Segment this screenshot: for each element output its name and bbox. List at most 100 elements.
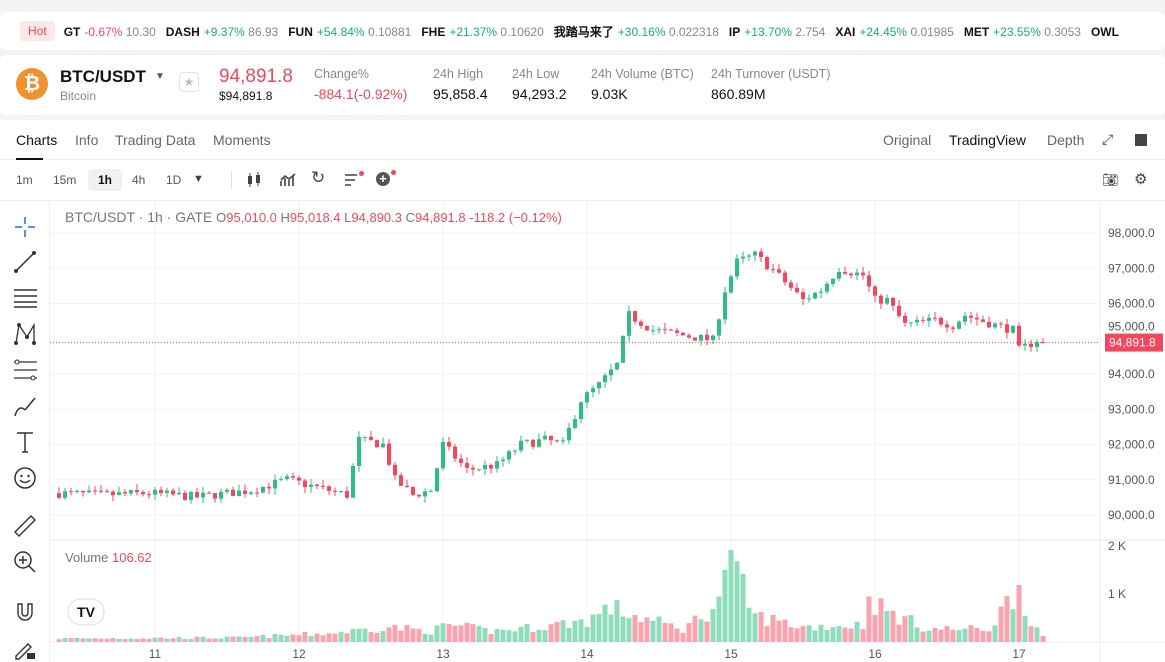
volume-bar — [680, 632, 686, 642]
ticker-item[interactable]: IP +13.70% 2.754 — [728, 24, 826, 39]
tab-moments[interactable]: Moments — [213, 132, 271, 148]
timeframe-1m[interactable]: 1m — [16, 173, 33, 187]
ticker-item[interactable]: MET +23.55% 0.3053 — [963, 24, 1081, 39]
horizontal-lines-icon[interactable] — [13, 286, 37, 310]
candle-body — [225, 489, 229, 492]
ticker-item[interactable]: FHE +21.37% 0.10620 — [421, 24, 544, 39]
layout-icon[interactable] — [1135, 134, 1147, 146]
volume-bar — [836, 626, 842, 642]
candle-body — [585, 392, 589, 403]
candle-body — [141, 492, 145, 495]
candle-body — [411, 487, 415, 495]
ruler-icon[interactable] — [13, 514, 37, 538]
volume-bar — [812, 630, 818, 642]
settings-gear-icon[interactable]: ⚙ — [1134, 171, 1148, 188]
brush-icon[interactable] — [13, 394, 37, 418]
candle-body — [957, 321, 961, 329]
volume-bar — [554, 621, 560, 642]
volume-bar — [854, 621, 860, 642]
candle-body — [633, 311, 637, 322]
volume-bar — [788, 627, 794, 642]
stat-change: Change% -884.1(-0.92%) — [314, 67, 408, 102]
ticker-item[interactable]: XAI +24.45% 0.01985 — [835, 24, 954, 39]
emoji-icon[interactable] — [13, 466, 37, 490]
last-price-badge — [1105, 333, 1163, 352]
candle-body — [639, 321, 643, 326]
trend-line-icon[interactable] — [13, 250, 37, 274]
fibonacci-icon[interactable] — [13, 358, 37, 382]
volume-value: 106.62 — [112, 550, 152, 565]
magnet-icon[interactable] — [13, 600, 37, 624]
timeframe-1d[interactable]: 1D — [166, 173, 182, 187]
lock-drawings-icon[interactable] — [13, 637, 37, 661]
candle-body — [537, 439, 541, 447]
tab-info[interactable]: Info — [75, 132, 99, 148]
add-icon[interactable]: + — [376, 172, 390, 186]
volume-bar — [218, 638, 224, 642]
volume-bar — [422, 633, 428, 642]
candle-body — [693, 337, 697, 341]
volume-bar — [92, 638, 98, 642]
ticker-item[interactable]: GT -0.67% 10.30 — [63, 24, 156, 39]
timeframe-dropdown-icon[interactable]: ▼ — [193, 173, 204, 185]
x-tick-label: 16 — [868, 647, 882, 661]
reset-icon[interactable]: ↻ — [311, 168, 326, 187]
volume-bar — [608, 614, 614, 642]
zoom-in-icon[interactable] — [13, 550, 37, 574]
camera-icon[interactable]: 📷︎ — [1102, 172, 1119, 187]
timeframe-4h[interactable]: 4h — [132, 173, 146, 187]
volume-bar — [938, 629, 944, 642]
candle-body — [597, 382, 601, 389]
volume-bar — [248, 636, 254, 642]
price-chart[interactable]: 90,000.0 91,000.0 92,000.0 93,000.0 94,000.0… — [50, 202, 1165, 662]
volume-bar — [374, 632, 380, 642]
volume-bar — [1022, 615, 1028, 642]
ticker-item[interactable]: FUN +54.84% 0.10881 — [288, 24, 412, 39]
timeframe-1h[interactable]: 1h — [88, 169, 122, 191]
volume-bar — [356, 628, 362, 642]
tab-charts[interactable]: Charts — [16, 132, 58, 160]
chevron-down-icon[interactable]: ▼ — [155, 71, 165, 82]
candle-body — [813, 292, 817, 299]
crosshair-icon[interactable] — [13, 215, 37, 239]
y-tick-label: 98,000.0 — [1108, 226, 1155, 240]
volume-bar — [368, 632, 374, 642]
candle-body — [801, 292, 805, 299]
volume-bar — [764, 626, 770, 642]
volume-bar — [290, 634, 296, 642]
ticker-item[interactable]: DASH +9.37% 86.93 — [165, 24, 279, 39]
volume-bar — [242, 636, 248, 642]
candle-body — [171, 490, 175, 495]
candle-type-icon[interactable] — [246, 172, 262, 188]
favorite-star-icon[interactable]: ★ — [179, 72, 199, 92]
view-tradingview[interactable]: TradingView — [949, 132, 1027, 148]
candle-body — [489, 465, 493, 469]
candle-body — [1017, 325, 1021, 346]
text-tool-icon[interactable] — [13, 430, 37, 454]
candle-body — [885, 297, 889, 304]
candle-body — [105, 491, 109, 493]
pair-selector[interactable]: BTC/USDT — [60, 67, 146, 86]
candle-body — [57, 493, 61, 498]
volume-bar — [956, 630, 962, 642]
view-depth[interactable]: Depth — [1047, 132, 1085, 148]
candle-body — [387, 443, 391, 465]
fullscreen-icon[interactable]: ⤢ — [1102, 131, 1114, 147]
volume-bar — [302, 632, 308, 642]
candle-body — [945, 324, 949, 328]
pattern-nodes-icon[interactable] — [13, 322, 37, 346]
tab-trading-data[interactable]: Trading Data — [115, 132, 196, 148]
candle-body — [465, 462, 469, 468]
templates-icon[interactable] — [344, 173, 360, 187]
view-original[interactable]: Original — [883, 132, 932, 148]
candle-body — [447, 441, 451, 447]
ticker-item[interactable]: 我踏马来了 +30.16% 0.022318 — [553, 24, 719, 39]
volume-bar — [656, 616, 662, 642]
candle-body — [525, 439, 529, 441]
candle-body — [483, 465, 487, 470]
timeframe-15m[interactable]: 15m — [53, 173, 77, 187]
candle-body — [255, 492, 259, 494]
ticker-item[interactable]: OWL — [1090, 24, 1119, 39]
volume-bar — [686, 623, 692, 642]
indicators-icon[interactable] — [280, 172, 296, 188]
